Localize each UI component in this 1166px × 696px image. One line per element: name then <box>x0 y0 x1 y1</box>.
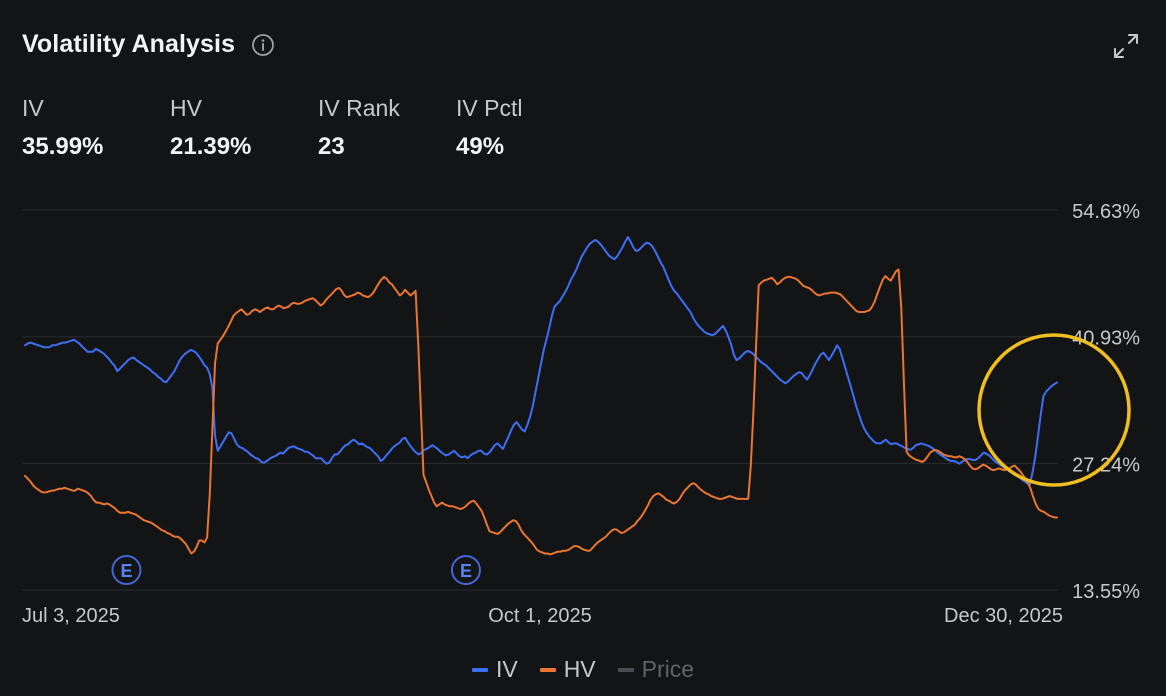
stat-value: 21.39% <box>170 133 252 160</box>
stat-iv-pctl: IV Pctl 49% <box>456 95 576 161</box>
legend-item-hv[interactable]: HV <box>539 656 596 683</box>
stat-label: IV Rank <box>318 95 400 121</box>
legend-item-price[interactable]: Price <box>617 656 695 683</box>
legend-item-iv[interactable]: IV <box>471 656 518 683</box>
info-circle-icon[interactable] <box>251 33 275 57</box>
earnings-marker-label: E <box>120 561 132 581</box>
stat-label: HV <box>170 95 202 121</box>
legend-swatch-hv <box>539 667 556 672</box>
legend-label: Price <box>641 656 695 682</box>
stat-iv: IV 35.99% <box>22 95 170 161</box>
highlight-circle <box>977 333 1131 487</box>
y-tick-label: 54.63% <box>1072 201 1140 223</box>
stat-label: IV Pctl <box>456 95 523 121</box>
legend-swatch-price <box>617 667 634 672</box>
x-tick-label: Jul 3, 2025 <box>22 605 120 627</box>
stat-hv: HV 21.39% <box>170 95 318 161</box>
stat-value: 49% <box>456 133 505 160</box>
legend-label: HV <box>563 656 596 682</box>
stat-value: 35.99% <box>22 133 104 160</box>
series-line-hv <box>24 268 1058 556</box>
x-tick-label: Dec 30, 2025 <box>944 605 1063 627</box>
stat-label: IV <box>22 95 44 121</box>
stat-value: 23 <box>318 133 345 160</box>
page-title: Volatility Analysis <box>22 30 236 58</box>
title-row: Volatility Analysis <box>22 30 275 59</box>
volatility-chart[interactable]: 54.63%40.93%27.24%13.55%Jul 3, 2025 Oct 1… <box>0 0 1166 640</box>
expand-arrows-icon[interactable] <box>1112 32 1140 60</box>
legend-swatch-iv <box>471 667 488 672</box>
series-line-iv <box>24 236 1058 486</box>
legend-label: IV <box>495 656 518 682</box>
y-tick-label: 13.55% <box>1072 581 1140 603</box>
stat-iv-rank: IV Rank 23 <box>318 95 456 161</box>
x-tick-label: Oct 1, 2025 <box>488 605 591 627</box>
earnings-marker-label: E <box>460 561 472 581</box>
earnings-marker <box>450 555 481 585</box>
chart-legend: IV HV Price <box>0 656 1166 683</box>
earnings-marker <box>111 555 142 585</box>
stats-row: IV 35.99% HV 21.39% IV Rank 23 IV Pctl 4… <box>22 95 576 161</box>
